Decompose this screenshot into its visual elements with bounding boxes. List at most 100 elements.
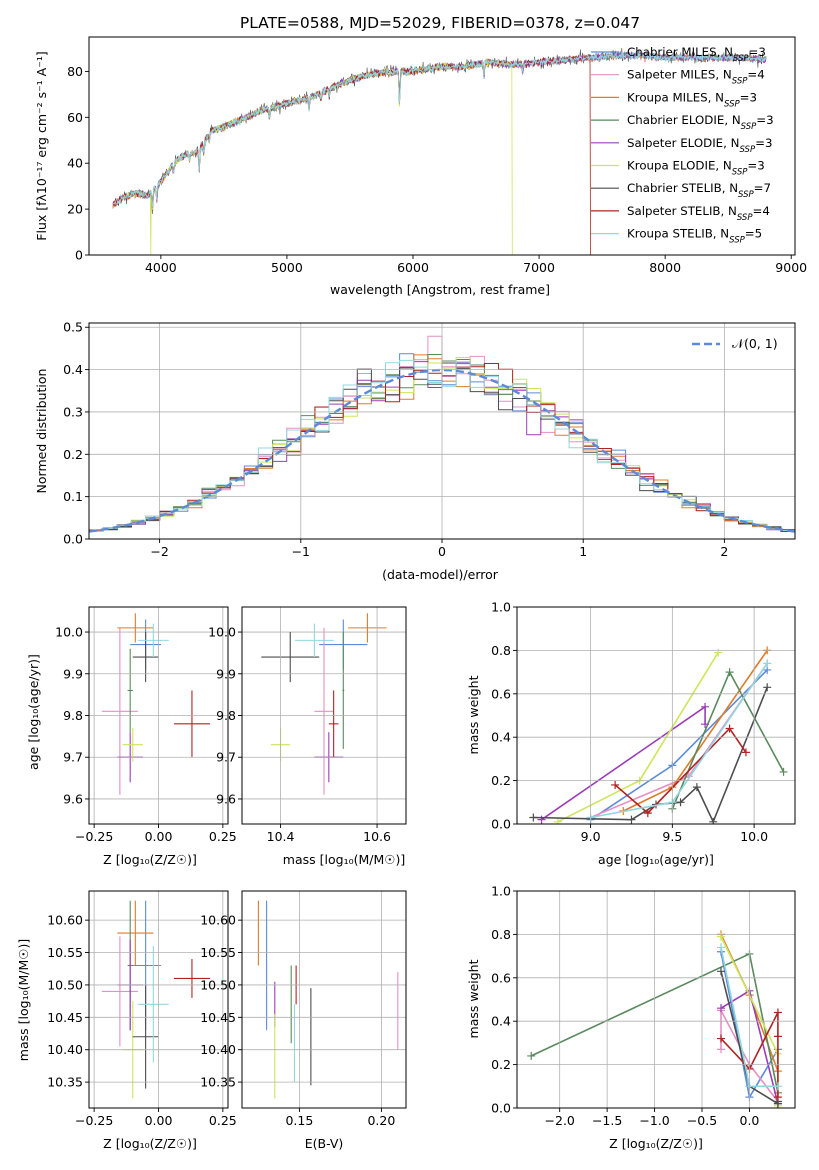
- legend-count: =3: [755, 136, 772, 150]
- y-tick-label: 10.40: [47, 1042, 83, 1057]
- y-tick-label: 10.60: [47, 913, 83, 928]
- legend-subscript: SSP: [741, 122, 757, 132]
- weight-marker: [773, 1082, 782, 1091]
- legend-subscript: SSP: [737, 213, 753, 223]
- weight-marker: [763, 659, 772, 668]
- x-tick-label: 0.00: [145, 829, 173, 844]
- legend-subscript: SSP: [729, 236, 745, 246]
- y-tick-label: 0: [75, 248, 83, 263]
- y-tick-label: 9.8: [216, 708, 236, 723]
- errorbar-point: [314, 627, 334, 795]
- y-tick-label: 40: [67, 156, 83, 171]
- legend-subscript: SSP: [733, 54, 749, 64]
- x-tick-label: 8000: [649, 260, 681, 275]
- y-tick-label: 10.0: [208, 625, 236, 640]
- legend-entry: Chabrier ELODIE, NSSP=3: [627, 113, 774, 132]
- y-tick-label: 10.0: [55, 625, 83, 640]
- y-tick-label: 0.1: [63, 489, 83, 504]
- y-tick-label: 10.60: [200, 913, 236, 928]
- errorbar-point: [101, 936, 138, 1047]
- y-tick-label: 9.7: [216, 750, 236, 765]
- y-tick-label: 1.0: [491, 884, 511, 899]
- errorbar-point: [295, 623, 334, 658]
- axes-frame: [516, 606, 796, 825]
- x-axis-label: E(B-V): [305, 1136, 344, 1151]
- x-tick-label: 9.0: [581, 829, 601, 844]
- legend-subscript: SSP: [732, 77, 748, 87]
- y-axis-label: Normed distribution: [34, 369, 49, 494]
- y-tick-label: 0.5: [63, 320, 83, 335]
- weight-marker: [773, 1008, 782, 1017]
- x-tick-label: −1.0: [639, 1113, 669, 1128]
- weight-series-line: [614, 727, 747, 815]
- y-axis-label: age [log₁₀(age/yr)]: [26, 654, 41, 770]
- weight-marker: [716, 943, 725, 952]
- y-tick-label: 10.55: [47, 945, 83, 960]
- y-axis-label: mass weight: [466, 675, 481, 754]
- errorbar-point: [261, 632, 320, 683]
- y-tick-label: 10.35: [200, 1075, 236, 1090]
- y-tick-label: 0.6: [491, 970, 511, 985]
- legend-count: =3: [740, 90, 757, 104]
- y-axis-label: mass weight: [466, 959, 481, 1038]
- x-axis-label: Z [log₁₀(Z/Z☉)]: [609, 1136, 703, 1151]
- errorbar-point: [173, 690, 210, 758]
- y-axis-label: mass [log₁₀(M/M☉)]: [16, 939, 31, 1061]
- y-tick-label: 9.6: [216, 791, 236, 806]
- legend-entry: Salpeter STELIB, NSSP=4: [627, 204, 770, 223]
- figure-title: PLATE=0588, MJD=52029, FIBERID=0378, z=0…: [240, 14, 640, 32]
- panels: 4000 5000 6000 7000 8000 9000020406080wavelen…: [16, 36, 807, 1151]
- x-tick-label: 0: [438, 544, 446, 559]
- panel-weight_vs_Z: −2.0 −1.5 −1.0 −0.5 0.0 0.0 0.2 0.4 0.6 0.8 1.0 Z […: [466, 884, 796, 1151]
- plot-area: [529, 646, 788, 824]
- x-axis-label: Z [log₁₀(Z/Z☉)]: [103, 1136, 197, 1151]
- y-tick-label: 10.45: [47, 1010, 83, 1025]
- x-tick-label: 1: [579, 544, 587, 559]
- legend-subscript: SSP: [724, 99, 740, 109]
- legend-label: Salpeter ELODIE, N: [627, 136, 739, 150]
- x-tick-label: −1: [292, 544, 310, 559]
- y-tick-label: 0.4: [63, 362, 83, 377]
- errorbar-point: [127, 648, 133, 733]
- x-tick-label: 10.4: [267, 829, 295, 844]
- errorbar-point: [328, 690, 339, 758]
- legend-count: =3: [756, 113, 773, 127]
- weight-marker: [527, 1051, 536, 1060]
- plot-area: [257, 900, 399, 1099]
- weight-series-line: [671, 670, 785, 810]
- weight-marker: [692, 783, 701, 792]
- panel-residuals: −2 −1 0 1 2 0.0 0.1 0.2 0.3 0.4 0.5 𝒩(0, 1) (data-mo…: [34, 320, 796, 582]
- errorbar-point: [117, 900, 154, 966]
- y-tick-label: 0.6: [491, 686, 511, 701]
- weight-marker: [725, 724, 734, 733]
- y-tick-label: 10.40: [200, 1042, 236, 1057]
- legend-subscript: SSP: [732, 168, 748, 178]
- weight-marker: [643, 809, 652, 818]
- weight-marker: [716, 1004, 725, 1013]
- x-tick-label: 10.0: [740, 829, 768, 844]
- x-tick-label: 9.5: [662, 829, 682, 844]
- x-tick-label: 9000: [775, 260, 807, 275]
- errorbar-point: [342, 632, 345, 749]
- weight-marker: [701, 720, 710, 729]
- y-tick-label: 0.3: [63, 404, 83, 419]
- legend-label: Salpeter STELIB, N: [627, 204, 737, 218]
- weight-marker: [773, 1093, 782, 1102]
- plot-area: [101, 900, 210, 1099]
- legend-label: Chabrier STELIB, N: [627, 181, 738, 195]
- x-tick-label: 5000: [271, 260, 303, 275]
- x-axis-label: (data-model)/error: [382, 567, 499, 582]
- legend-entry: Kroupa ELODIE, NSSP=3: [627, 159, 765, 178]
- weight-marker: [553, 817, 562, 824]
- y-tick-label: 0.2: [491, 1057, 511, 1072]
- weight-marker: [725, 668, 734, 677]
- errorbar-point: [137, 623, 169, 658]
- y-axis-label: Flux [fλ10⁻¹⁷ erg cm⁻² s⁻¹ A⁻¹]: [34, 51, 49, 240]
- errorbar-point: [117, 613, 154, 643]
- x-axis-label: Z [log₁₀(Z/Z☉)]: [103, 852, 197, 867]
- x-axis-label: age [log₁₀(age/yr)]: [598, 852, 714, 867]
- errorbar-point: [101, 627, 138, 795]
- weight-marker: [676, 798, 685, 807]
- y-tick-label: 0.2: [491, 773, 511, 788]
- weight-marker: [627, 815, 636, 824]
